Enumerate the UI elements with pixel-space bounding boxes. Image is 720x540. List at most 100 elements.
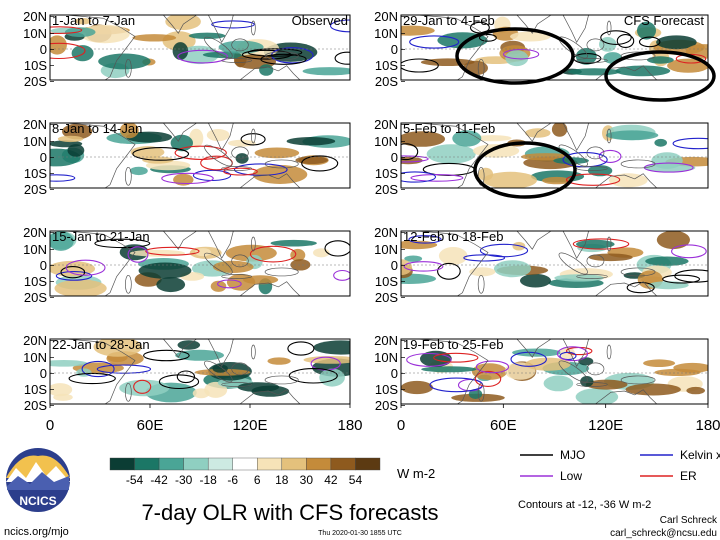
low-contour — [177, 49, 228, 64]
y-tick-label: 10S — [375, 274, 398, 289]
olr-anomaly-blob — [656, 231, 690, 250]
africa-coast — [66, 15, 136, 80]
philippines-coast — [606, 20, 612, 36]
legend-label: Kelvin x2 — [680, 448, 720, 462]
olr-anomaly-blob — [625, 383, 681, 396]
colorbar-swatch — [207, 457, 233, 471]
panel-date-label: 1-Jan to 7-Jan — [52, 13, 135, 28]
kelvin-contour — [479, 243, 529, 258]
new-guinea-coast — [620, 267, 656, 277]
y-tick-label: 0 — [40, 42, 47, 57]
er-contour — [433, 352, 479, 363]
y-tick-label: 10S — [24, 382, 47, 397]
er-contour — [223, 167, 258, 176]
y-tick-label: 20N — [374, 225, 398, 240]
java-coast — [221, 58, 253, 63]
mjo-contour — [94, 238, 151, 249]
olr-anomaly-blob — [313, 340, 350, 355]
kelvin-contour — [409, 35, 460, 49]
map-frame — [400, 122, 709, 189]
java-coast — [221, 274, 253, 279]
olr-anomaly-blob — [53, 393, 73, 401]
se-asia-coast — [208, 123, 234, 152]
timestamp: Thu 2020-01-30 1855 UTC — [318, 530, 402, 537]
mjo-contour — [240, 133, 266, 146]
olr-anomaly-blob — [656, 35, 697, 50]
map-frame — [49, 14, 351, 81]
colorbar-swatch — [232, 457, 258, 471]
olr-anomaly-blob — [71, 45, 94, 62]
low-contour — [475, 360, 510, 374]
low-contour — [401, 155, 429, 163]
olr-anomaly-blob — [270, 239, 317, 247]
map-frame — [49, 122, 351, 189]
australia-coast — [239, 65, 301, 80]
mjo-contour — [638, 36, 661, 48]
olr-anomaly-blob — [130, 146, 165, 159]
olr-anomaly-blob — [212, 260, 254, 273]
philippines-coast — [250, 344, 256, 360]
mjo-contour — [60, 266, 86, 279]
borneo-coast — [586, 362, 605, 376]
olr-anomaly-blob — [210, 280, 227, 292]
olr-anomaly-blob — [605, 130, 659, 141]
india-coast — [163, 123, 197, 142]
olr-anomaly-blob — [212, 364, 228, 373]
olr-anomaly-blob — [438, 247, 468, 265]
mjo-contour — [324, 240, 350, 257]
mjo-contour — [600, 30, 632, 45]
india-coast — [516, 123, 552, 142]
australia-coast — [239, 281, 301, 296]
sumatra-coast — [558, 252, 588, 275]
colorbar-tick-label: 42 — [324, 473, 338, 487]
colorbar-swatch — [183, 457, 209, 471]
right-x-tick-label: 180 — [695, 417, 720, 434]
sumatra-coast — [204, 360, 233, 383]
y-tick-label: 10N — [23, 350, 47, 365]
map-frame — [400, 230, 709, 297]
er-contour — [249, 245, 297, 263]
borneo-coast — [231, 38, 249, 52]
panel-date-label: 5-Feb to 11-Feb — [403, 121, 495, 136]
y-tick-label: 10N — [374, 242, 398, 257]
er-contour — [145, 246, 200, 256]
olr-anomaly-blob — [505, 50, 529, 67]
sumatra-coast — [558, 360, 588, 383]
se-asia-coast — [208, 231, 234, 260]
contour-note: Contours at -12, -36 W m-2 — [518, 499, 651, 511]
olr-anomaly-blob — [50, 260, 96, 277]
new-guinea-coast — [264, 51, 299, 61]
kelvin-contour — [211, 20, 255, 29]
kelvin-contour — [81, 360, 115, 378]
olr-anomaly-blob — [401, 131, 446, 147]
olr-anomaly-blob — [50, 383, 73, 397]
map-content — [50, 15, 350, 80]
y-tick-label: 10S — [24, 58, 47, 73]
madagascar-coast — [124, 166, 132, 186]
kelvin-contour — [408, 235, 442, 244]
y-tick-label: 10N — [23, 26, 47, 41]
right-x-tick-label: 120E — [588, 417, 623, 434]
kelvin-contour — [55, 271, 93, 281]
y-tick-label: 10N — [374, 350, 398, 365]
chart-title: 7-day OLR with CFS forecasts — [141, 500, 438, 525]
er-contour — [174, 145, 227, 160]
olr-anomaly-blob — [57, 135, 84, 143]
low-contour — [127, 246, 149, 263]
low-contour — [406, 352, 452, 367]
olr-anomaly-blob — [599, 37, 617, 52]
map-frame — [400, 14, 709, 81]
y-tick-label: 20N — [374, 117, 398, 132]
olr-anomaly-blob — [578, 357, 594, 366]
er-contour — [50, 42, 86, 60]
map-content — [50, 339, 350, 404]
olr-anomaly-blob — [54, 279, 107, 296]
philippines-coast — [606, 344, 612, 360]
y-tick-label: 0 — [391, 258, 398, 273]
y-tick-label: 20S — [24, 182, 47, 197]
forecast-label: CFS Forecast — [624, 13, 705, 28]
map-content — [401, 15, 708, 80]
olr-anomaly-blob — [218, 40, 264, 54]
